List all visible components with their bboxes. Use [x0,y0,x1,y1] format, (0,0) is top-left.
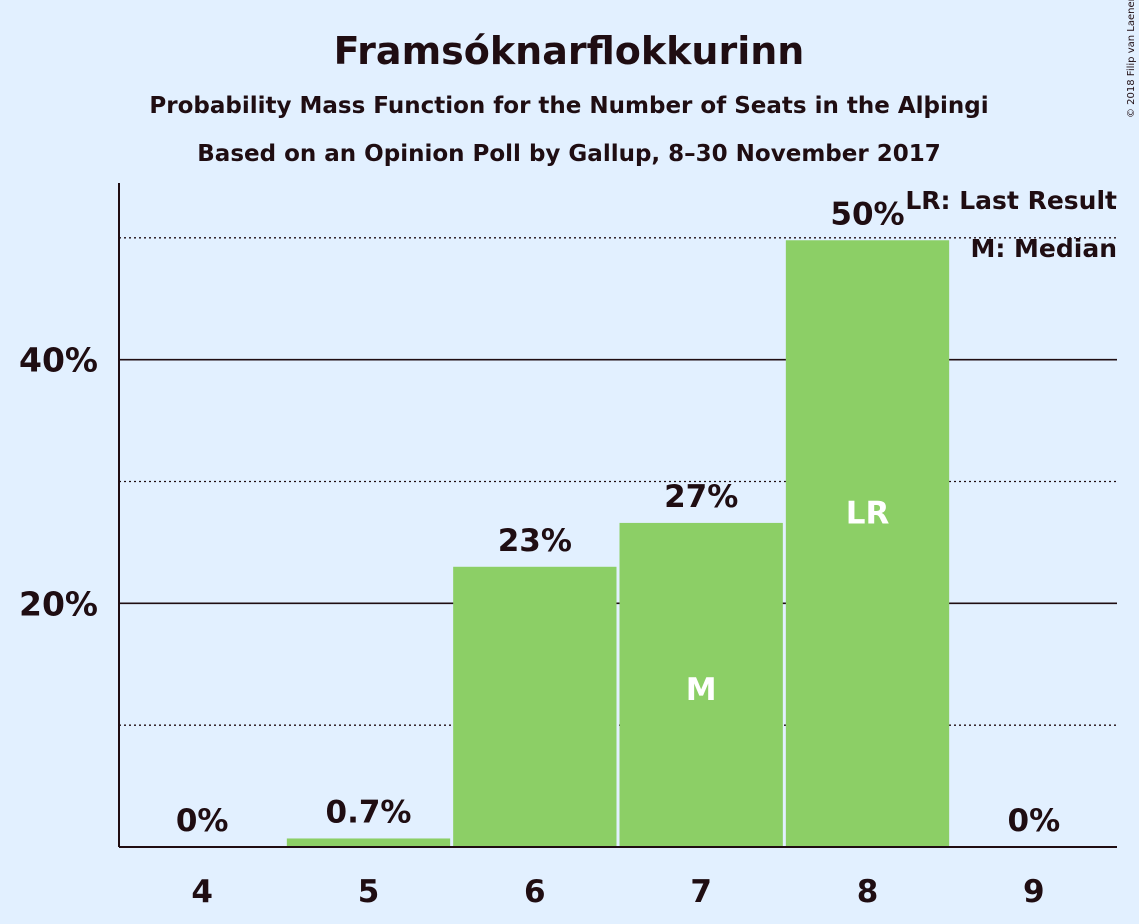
last-result-marker: LR [846,496,890,532]
bar-labels: 0% 0.7% 23% 27% M 50% LR 0% [176,196,1060,839]
median-marker: M [686,672,717,708]
gridlines [119,237,1117,726]
bar-seats-6 [453,566,617,847]
x-tick-label: 6 [524,874,546,910]
x-tick-label: 9 [1023,874,1045,910]
y-tick-label: 40% [19,341,98,380]
x-tick-label: 4 [191,874,213,910]
bar-value-label: 0% [1008,803,1061,839]
bars [286,240,950,847]
bar-value-label: 27% [664,479,738,515]
x-tick-label: 5 [358,874,380,910]
chart-subtitle: Probability Mass Function for the Number… [149,93,988,119]
y-tick-label: 20% [19,584,98,623]
legend-median: M: Median [970,234,1117,263]
bar-seats-5 [286,838,451,847]
axes: 20% 40% 4 5 6 7 8 9 [19,183,1117,910]
bar-value-label: 50% [830,196,904,232]
bar-value-label: 0.7% [326,794,412,830]
bar-seats-7 [619,522,783,847]
bar-seats-8 [785,240,950,847]
copyright-notice: © 2018 Filip van Laenen [1126,0,1137,118]
x-tick-label: 7 [690,874,712,910]
x-tick-label: 8 [857,874,879,910]
chart-title: Framsóknarflokkurinn [334,29,805,73]
legend-last-result: LR: Last Result [905,186,1117,215]
bar-value-label: 23% [498,523,572,559]
chart-source-note: Based on an Opinion Poll by Gallup, 8–30… [197,141,940,167]
bar-value-label: 0% [176,803,229,839]
